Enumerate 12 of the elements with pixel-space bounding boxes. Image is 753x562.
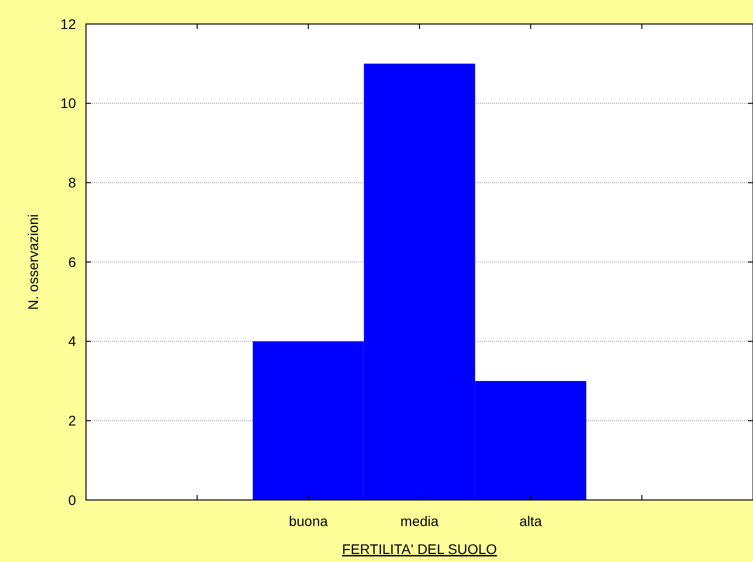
x-tick-label: media	[400, 513, 439, 529]
y-tick-label: 0	[68, 492, 76, 508]
y-tick-label: 8	[68, 174, 76, 191]
y-tick-label: 12	[60, 16, 76, 32]
y-tick-label: 6	[68, 254, 76, 270]
y-tick-label: 2	[68, 412, 76, 429]
y-axis-title: N. osservazioni	[25, 214, 41, 310]
y-tick-label: 4	[68, 333, 76, 350]
x-tick-label: alta	[519, 513, 542, 529]
y-tick-label: 10	[60, 95, 76, 112]
x-tick-label: buona	[288, 513, 328, 529]
x-axis-title: FERTILITA' DEL SUOLO	[342, 541, 498, 557]
